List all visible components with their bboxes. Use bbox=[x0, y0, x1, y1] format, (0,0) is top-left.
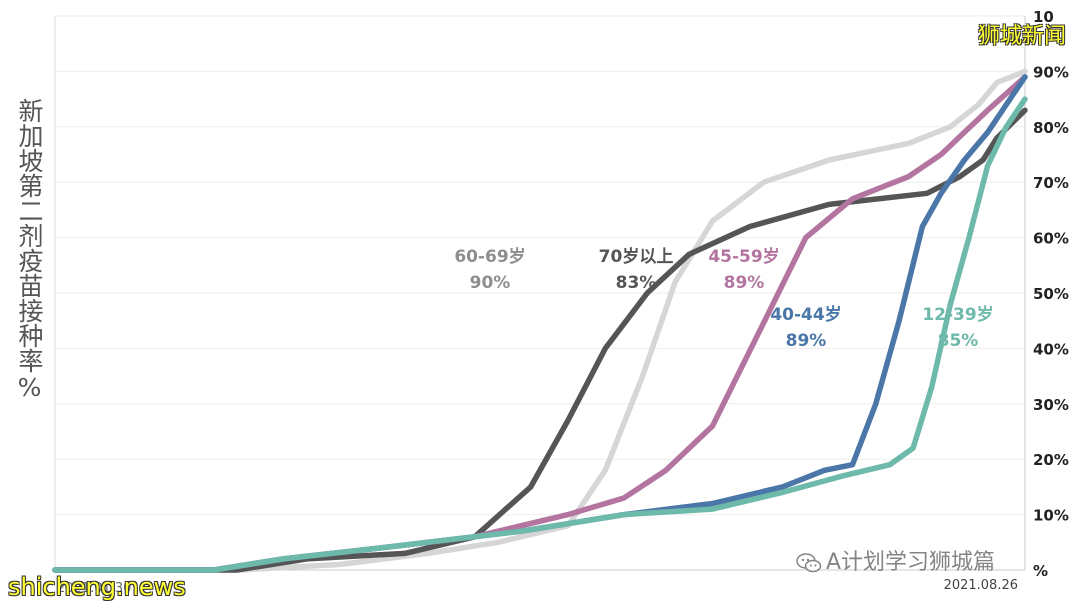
label-60-69-name: 60-69岁 bbox=[454, 247, 526, 267]
label-12-39-final: 85% bbox=[937, 331, 979, 351]
site-watermark: shicheng.news bbox=[8, 573, 186, 601]
label-40-44: 40-44岁 89% bbox=[756, 302, 856, 354]
y-tick-label-6: 60% bbox=[1033, 230, 1069, 248]
series-line-0 bbox=[52, 68, 1028, 573]
x-tick-label-end: 2021.08.26 bbox=[944, 578, 1018, 593]
y-tick-label-9: 90% bbox=[1033, 63, 1069, 81]
y-tick-label-4: 40% bbox=[1033, 340, 1069, 358]
y-tick-label-7: 70% bbox=[1033, 174, 1069, 192]
label-12-39: 12-39岁 85% bbox=[908, 302, 1008, 354]
y-tick-label-2: 20% bbox=[1033, 451, 1069, 469]
series-line-1 bbox=[52, 107, 1028, 573]
series-line-4 bbox=[52, 96, 1028, 573]
y-tick-label-5: 50% bbox=[1033, 285, 1069, 303]
wechat-text: A计划学习狮城篇 bbox=[826, 550, 996, 575]
label-12-39-name: 12-39岁 bbox=[922, 305, 994, 325]
label-45-59-name: 45-59岁 bbox=[708, 247, 780, 267]
label-70plus-name: 70岁以上 bbox=[598, 247, 674, 267]
wechat-icon bbox=[796, 553, 822, 573]
y-tick-label-10: 10 bbox=[1033, 8, 1054, 26]
label-45-59-final: 89% bbox=[723, 273, 765, 293]
x-tick-label-start: 2021.01.30 bbox=[57, 581, 131, 596]
label-45-59: 45-59岁 89% bbox=[694, 244, 794, 296]
y-tick-label-3: 30% bbox=[1033, 396, 1069, 414]
y-tick-label-1: 10% bbox=[1033, 507, 1069, 525]
label-60-69-final: 90% bbox=[469, 273, 511, 293]
label-40-44-name: 40-44岁 bbox=[770, 305, 842, 325]
label-40-44-final: 89% bbox=[785, 331, 827, 351]
y-axis-title: 新加坡第二剂疫苗接种率% bbox=[15, 98, 44, 402]
y-tick-label-0: % bbox=[1033, 562, 1048, 580]
label-60-69: 60-69岁 90% bbox=[442, 244, 538, 296]
y-tick-label-8: 80% bbox=[1033, 119, 1069, 137]
label-70plus-final: 83% bbox=[615, 273, 657, 293]
brand-watermark: 狮城新闻 bbox=[977, 24, 1066, 49]
wechat-watermark: A计划学习狮城篇 bbox=[796, 544, 995, 576]
label-70plus: 70岁以上 83% bbox=[586, 244, 686, 296]
